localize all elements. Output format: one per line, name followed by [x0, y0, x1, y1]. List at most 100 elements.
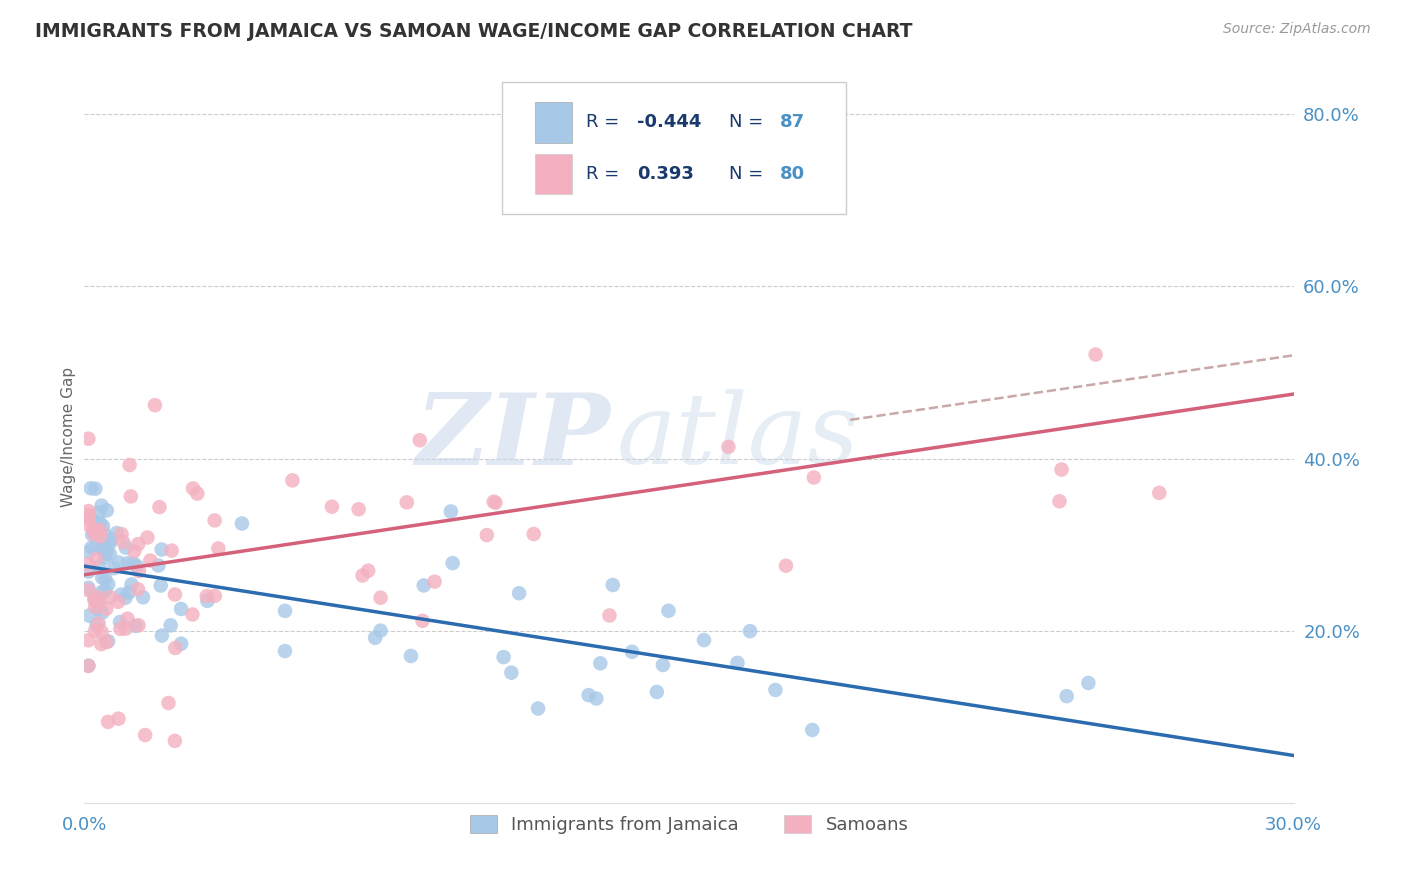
Point	[89, 529, 111, 543]
Point	[1049, 494, 1071, 508]
Point	[114, 541, 136, 555]
Point	[96, 544, 118, 558]
Point	[149, 578, 172, 592]
Point	[274, 644, 297, 658]
Point	[87, 616, 110, 631]
Point	[105, 526, 128, 541]
Point	[440, 504, 463, 518]
Point	[107, 712, 129, 726]
Text: R =: R =	[586, 113, 626, 131]
Point	[125, 559, 148, 574]
Text: N =: N =	[728, 165, 769, 183]
Y-axis label: Wage/Income Gap: Wage/Income Gap	[60, 367, 76, 508]
Text: -0.444: -0.444	[637, 113, 702, 131]
Point	[91, 606, 114, 620]
Point	[136, 531, 159, 545]
Text: atlas: atlas	[616, 390, 859, 484]
Point	[150, 629, 173, 643]
Point	[602, 578, 624, 592]
Point	[501, 665, 523, 680]
Point	[83, 591, 105, 606]
Point	[86, 595, 108, 609]
Point	[170, 602, 193, 616]
Text: Source: ZipAtlas.com: Source: ZipAtlas.com	[1223, 22, 1371, 37]
Point	[84, 624, 107, 638]
Point	[117, 556, 139, 570]
Point	[118, 458, 141, 472]
Point	[124, 619, 146, 633]
Point	[80, 481, 103, 495]
Point	[274, 604, 297, 618]
Bar	[536, 103, 572, 143]
Point	[409, 434, 432, 448]
Point	[87, 590, 110, 604]
Point	[370, 591, 392, 605]
Point	[77, 659, 100, 673]
Point	[98, 537, 121, 551]
FancyBboxPatch shape	[502, 82, 846, 214]
Point	[94, 547, 117, 561]
Point	[621, 645, 644, 659]
Point	[77, 558, 100, 572]
Point	[412, 614, 434, 628]
Point	[84, 600, 107, 615]
Point	[77, 432, 100, 446]
Point	[97, 714, 120, 729]
Point	[357, 564, 380, 578]
Point	[765, 682, 787, 697]
Point	[204, 513, 226, 527]
Point	[110, 527, 132, 541]
Point	[83, 523, 105, 537]
Point	[1077, 676, 1099, 690]
Point	[693, 633, 716, 648]
Bar	[536, 153, 572, 194]
Point	[738, 624, 761, 639]
Point	[107, 595, 129, 609]
Point	[492, 650, 515, 665]
Point	[195, 589, 218, 603]
Point	[89, 523, 111, 537]
Point	[90, 499, 112, 513]
Point	[801, 723, 824, 737]
Point	[150, 542, 173, 557]
Point	[98, 590, 121, 604]
Point	[96, 601, 118, 615]
Text: 0.393: 0.393	[637, 165, 693, 183]
Point	[181, 482, 204, 496]
Point	[93, 542, 115, 557]
Text: 80: 80	[780, 165, 804, 183]
Point	[475, 528, 498, 542]
Point	[96, 635, 118, 649]
Point	[82, 523, 104, 537]
Point	[117, 612, 139, 626]
Point	[598, 608, 620, 623]
Point	[77, 508, 100, 522]
Point	[127, 537, 149, 551]
Point	[399, 648, 422, 663]
Text: IMMIGRANTS FROM JAMAICA VS SAMOAN WAGE/INCOME GAP CORRELATION CHART: IMMIGRANTS FROM JAMAICA VS SAMOAN WAGE/I…	[35, 22, 912, 41]
Point	[523, 527, 546, 541]
Point	[77, 504, 100, 518]
Point	[82, 513, 104, 527]
Point	[148, 558, 170, 573]
Point	[84, 551, 107, 566]
Point	[108, 556, 131, 570]
Point	[139, 553, 162, 567]
Point	[231, 516, 253, 531]
Point	[114, 591, 136, 605]
Point	[90, 585, 112, 599]
Point	[204, 589, 226, 603]
Point	[97, 634, 120, 648]
Legend: Immigrants from Jamaica, Samoans: Immigrants from Jamaica, Samoans	[463, 807, 915, 841]
Point	[77, 565, 100, 579]
Text: ZIP: ZIP	[415, 389, 610, 485]
Point	[82, 527, 104, 541]
Point	[163, 734, 186, 748]
Point	[527, 701, 550, 715]
Point	[1084, 347, 1107, 361]
Point	[83, 593, 105, 607]
Point	[423, 574, 446, 589]
Point	[89, 560, 111, 574]
Text: N =: N =	[728, 113, 769, 131]
Point	[370, 624, 392, 638]
